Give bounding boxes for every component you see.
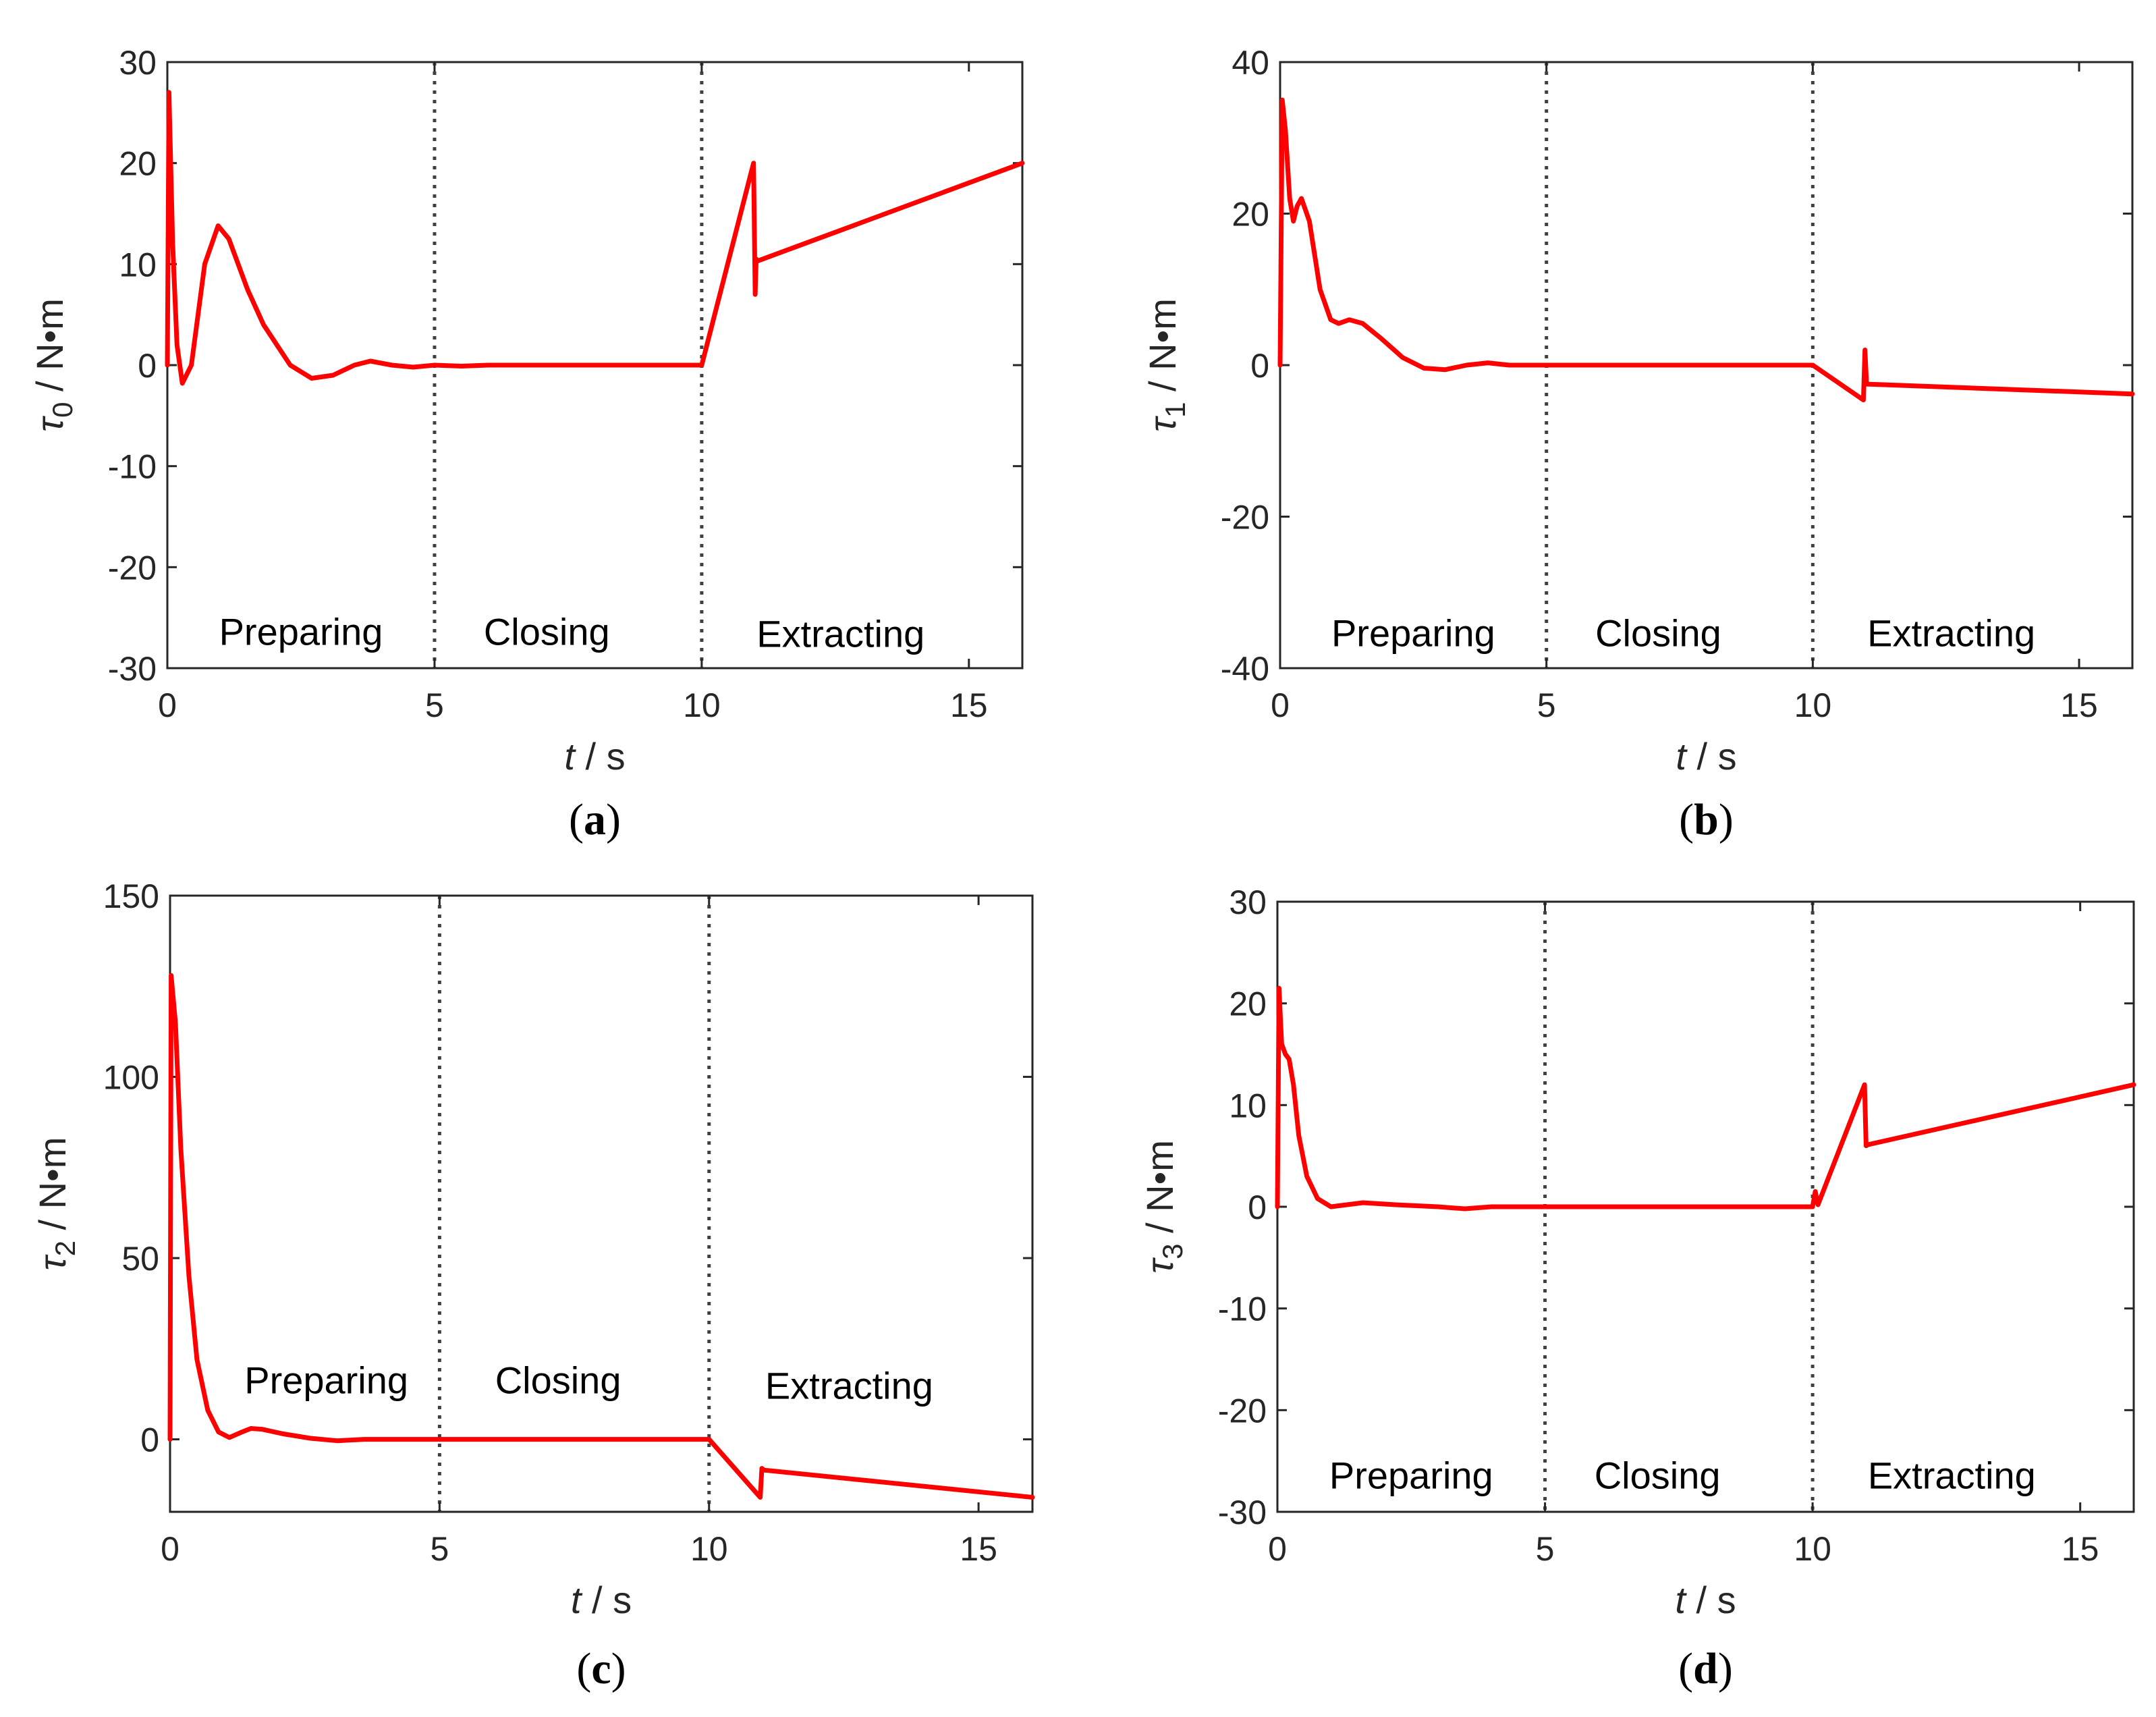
y-axis-label: τ0 / N•m [28,298,78,432]
x-tick-label: 10 [1794,686,1832,724]
phase-label: Preparing [244,1359,408,1402]
x-tick-label: 5 [1536,1530,1555,1568]
x-axis-label: t / s [1675,1579,1736,1621]
x-tick-label: 10 [690,1530,728,1568]
phase-label: Closing [495,1359,621,1402]
x-axis-label: t / s [1676,735,1736,778]
panel-caption: (b) [1679,795,1734,844]
series-line-tau0 [165,90,1025,386]
x-tick-label: 10 [683,686,721,724]
phase-label: Preparing [1329,1454,1493,1496]
x-tick-label: 5 [430,1530,449,1568]
plot-frame [169,894,1034,1513]
y-tick-label: -30 [108,650,157,688]
y-tick-label: 0 [138,347,157,385]
y-tick-label: 10 [1229,1087,1267,1124]
y-tick-label: 150 [103,877,159,915]
x-tick-label: 15 [2062,1530,2099,1568]
y-tick-label: 50 [121,1240,159,1278]
phase-label: Extracting [1867,611,2035,654]
x-axis-label: t / s [564,735,625,778]
x-tick-label: 15 [960,1530,997,1568]
panel-a: 0 5 10 15 -30 -20 -10 0 10 20 30 Preparing Closing Ex… [28,44,1025,844]
x-tick-label: 0 [161,1530,179,1568]
panel-caption: (a) [569,795,621,844]
x-axis-label: t / s [571,1579,632,1621]
x-tick-label: 0 [158,686,177,724]
y-tick-label: -30 [1218,1494,1267,1531]
phase-label: Extracting [756,613,924,655]
y-tick-label: -20 [1218,1392,1267,1429]
x-tick-label: 15 [950,686,988,724]
series-line-tau3 [1275,985,2136,1211]
y-axis-label: τ1 / N•m [1141,298,1191,432]
y-tick-label: -20 [1221,499,1269,537]
y-tick-label: 0 [1250,347,1269,385]
y-tick-label: -40 [1221,650,1269,688]
x-tick-label: 5 [425,686,444,724]
y-tick-label: 30 [119,44,157,82]
x-tick-label: 5 [1537,686,1556,724]
panel-caption: (c) [576,1644,626,1693]
y-axis-label: τ3 / N•m [1138,1140,1188,1274]
series-line-tau2 [167,973,1035,1500]
phase-label: Preparing [1331,611,1495,654]
y-tick-label: -10 [1218,1290,1267,1328]
y-axis-label: τ2 / N•m [31,1137,81,1271]
x-tick-label: 10 [1794,1530,1831,1568]
y-tick-label: 40 [1232,44,1269,82]
x-tick-label: 0 [1271,686,1290,724]
x-tick-label: 15 [2060,686,2098,724]
phase-label: Preparing [219,611,383,653]
y-tick-label: 0 [140,1421,159,1459]
x-tick-label: 0 [1268,1530,1287,1568]
y-tick-label: 20 [119,145,157,183]
y-tick-label: -10 [108,448,157,486]
y-tick-label: 20 [1232,196,1269,234]
y-tick-label: 30 [1229,883,1267,921]
phase-label: Extracting [765,1365,933,1407]
phase-label: Closing [1595,1454,1721,1496]
phase-label: Closing [484,611,610,653]
phase-label: Extracting [1868,1454,2036,1496]
phase-label: Closing [1595,611,1721,654]
panel-b: 0 5 10 15 -40 -20 0 20 40 Preparing Closing Extract… [1141,44,2135,844]
series-line-tau1 [1277,97,2135,403]
y-tick-label: 0 [1248,1189,1267,1226]
y-tick-label: 20 [1229,985,1267,1023]
panel-caption: (d) [1678,1644,1733,1693]
y-tick-label: 100 [103,1059,159,1097]
y-tick-label: 10 [119,246,157,283]
panel-d: 0 5 10 15 -30 -20 -10 0 10 20 30 Preparing Closing Ex… [1138,883,2136,1693]
y-tick-label: -20 [108,549,157,587]
